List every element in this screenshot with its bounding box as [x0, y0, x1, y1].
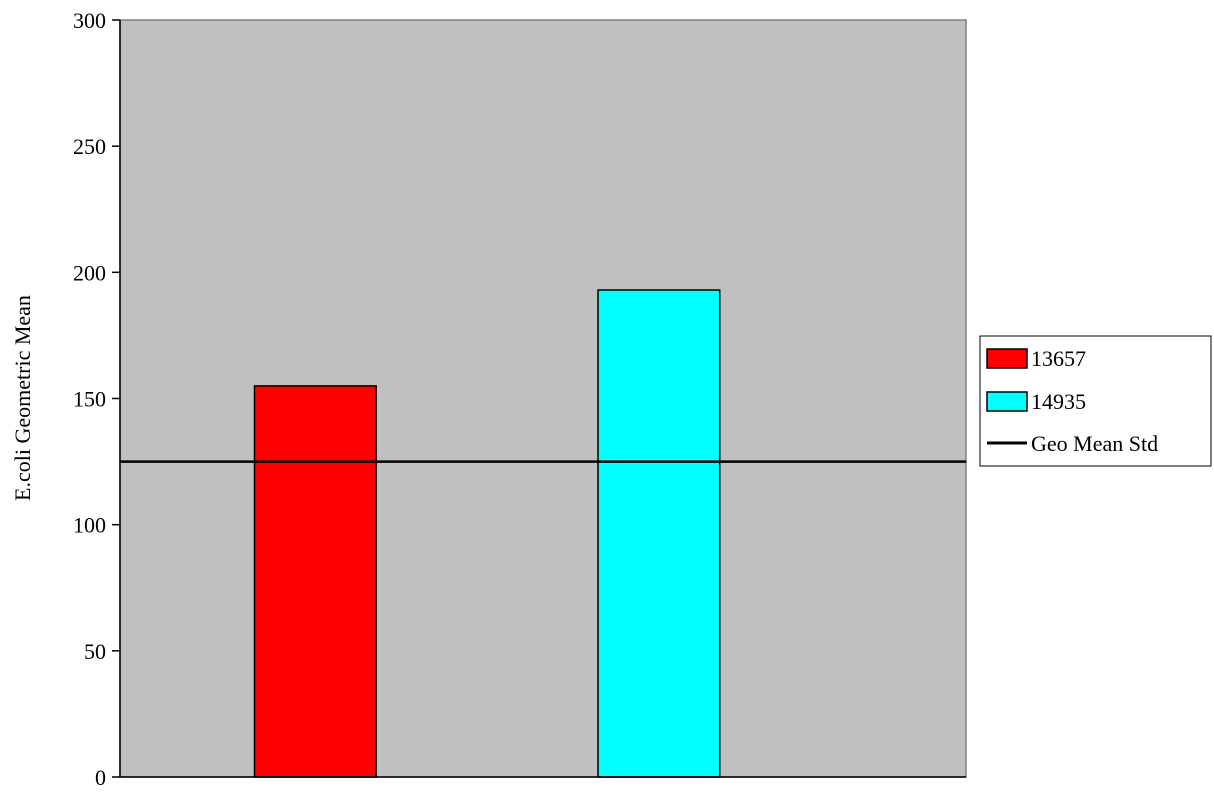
y-axis-title: E.coli Geometric Mean [10, 295, 35, 501]
legend-swatch-14935 [986, 391, 1028, 412]
legend: 13657 14935 Geo Mean Std [979, 335, 1212, 467]
plot-area [119, 19, 967, 778]
y-tick-label: 0 [95, 765, 106, 790]
y-tick-label: 150 [73, 387, 106, 412]
legend-label-13657: 13657 [1031, 346, 1086, 371]
y-tick-label: 100 [73, 513, 106, 538]
y-tick-label: 200 [73, 260, 106, 285]
y-tick-label: 50 [84, 639, 106, 664]
y-tick-label: 300 [73, 8, 106, 33]
y-tick-label: 250 [73, 134, 106, 159]
legend-label-14935: 14935 [1031, 389, 1086, 414]
bar-13657 [253, 385, 377, 778]
bars [253, 289, 721, 778]
legend-swatch-13657 [986, 348, 1028, 369]
bar-14935 [597, 289, 721, 778]
y-axis-ticks: 0 50 100 150 200 250 300 [73, 8, 120, 790]
legend-label-geo-mean-std: Geo Mean Std [1031, 431, 1158, 456]
